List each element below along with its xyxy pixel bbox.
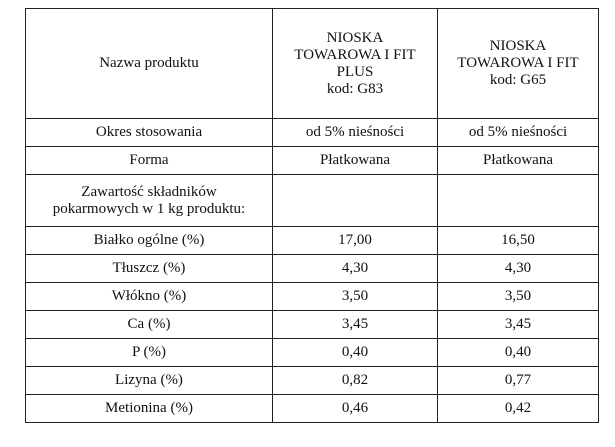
table-cell: Płatkowana [437,146,599,175]
table-cell: 0,46 [272,394,438,423]
table-cell: Zawartość składników pokarmowych w 1 kg p… [25,174,273,227]
table-cell: 0,40 [437,338,599,367]
cell-text: Nazwa produktu [99,55,199,71]
cell-text: 16,50 [501,232,535,248]
product-table: Nazwa produktu NIOSKA TOWAROWA I FIT PLUS ko… [25,8,599,423]
cell-text: Forma [129,152,169,168]
cell-text: 0,77 [504,372,532,388]
table-cell: Białko ogólne (%) [25,226,273,255]
cell-text: 0,40 [504,344,532,360]
cell-text: NIOSKA [489,38,547,54]
cell-text: Ca (%) [127,316,171,332]
cell-text: 3,45 [341,316,369,332]
table-cell: 0,42 [437,394,599,423]
table-cell: 3,45 [272,310,438,339]
cell-text: Metionina (%) [105,400,193,416]
table-cell: Tłuszcz (%) [25,254,273,283]
cell-text: Płatkowana [483,152,553,168]
table-cell: Okres stosowania [25,118,273,147]
table-row: Włókno (%) 3,50 3,50 [25,282,599,311]
cell-text: TOWAROWA I FIT [294,46,416,63]
table-cell: od 5% nieśności [437,118,599,147]
cell-text: 3,50 [504,288,532,304]
cell-text: Okres stosowania [95,124,203,140]
table-cell: Ca (%) [25,310,273,339]
table-row: Białko ogólne (%) 17,00 16,50 [25,226,599,255]
table-cell: Płatkowana [272,146,438,175]
cell-text: Tłuszcz (%) [112,260,186,276]
table-cell: Lizyna (%) [25,366,273,395]
cell-text: pokarmowych w 1 kg produktu: [52,200,246,217]
table-row: Okres stosowania od 5% nieśności od 5% nie… [25,118,599,147]
table-cell: 3,50 [272,282,438,311]
table-row: Forma Płatkowana Płatkowana [25,146,599,175]
cell-text: 3,45 [504,316,532,332]
cell-text: 3,50 [341,288,369,304]
cell-text: 4,30 [504,260,532,276]
cell-text: 0,42 [504,400,532,416]
header-row: Nazwa produktu NIOSKA TOWAROWA I FIT PLUS ko… [25,8,599,119]
cell-text: P (%) [131,344,167,360]
cell-text: 4,30 [341,260,369,276]
table-cell: 0,82 [272,366,438,395]
table-cell: 16,50 [437,226,599,255]
table-cell: Nazwa produktu [25,8,273,119]
table-row: Metionina (%) 0,46 0,42 [25,394,599,423]
cell-text: 0,40 [341,344,369,360]
cell-text: Płatkowana [320,152,390,168]
cell-text: od 5% nieśności [468,124,568,140]
cell-text: NIOSKA [326,29,384,46]
table-cell [437,174,599,227]
cell-text: Lizyna (%) [115,372,183,388]
cell-text: PLUS [336,63,374,80]
table-body: Nazwa produktu NIOSKA TOWAROWA I FIT PLUS ko… [25,8,599,423]
table-cell: 0,40 [272,338,438,367]
table-cell: od 5% nieśności [272,118,438,147]
cell-text: Białko ogólne (%) [93,232,205,248]
table-cell [272,174,438,227]
cell-text: 0,46 [341,400,369,416]
cell-text: kod: G83 [326,80,384,97]
table-row: Zawartość składników pokarmowych w 1 kg p… [25,174,599,227]
table-cell: Włókno (%) [25,282,273,311]
table-cell: 3,45 [437,310,599,339]
table-cell: Forma [25,146,273,175]
table-cell: P (%) [25,338,273,367]
table-cell: 4,30 [272,254,438,283]
table-cell: NIOSKA TOWAROWA I FIT PLUS kod: G83 [272,8,438,119]
table-cell: NIOSKA TOWAROWA I FIT kod: G65 [437,8,599,119]
cell-text: Zawartość składników [81,183,217,200]
table-row: P (%) 0,40 0,40 [25,338,599,367]
cell-text: kod: G65 [489,72,547,88]
table-cell: Metionina (%) [25,394,273,423]
table-row: Lizyna (%) 0,82 0,77 [25,366,599,395]
cell-text: TOWAROWA I FIT [457,55,579,71]
table-cell: 0,77 [437,366,599,395]
table-row: Ca (%) 3,45 3,45 [25,310,599,339]
table-cell: 4,30 [437,254,599,283]
cell-text: od 5% nieśności [305,124,405,140]
table-row: Tłuszcz (%) 4,30 4,30 [25,254,599,283]
cell-text: 17,00 [338,232,372,248]
table-cell: 17,00 [272,226,438,255]
cell-text: 0,82 [341,372,369,388]
cell-text: Włókno (%) [111,288,187,304]
table-cell: 3,50 [437,282,599,311]
